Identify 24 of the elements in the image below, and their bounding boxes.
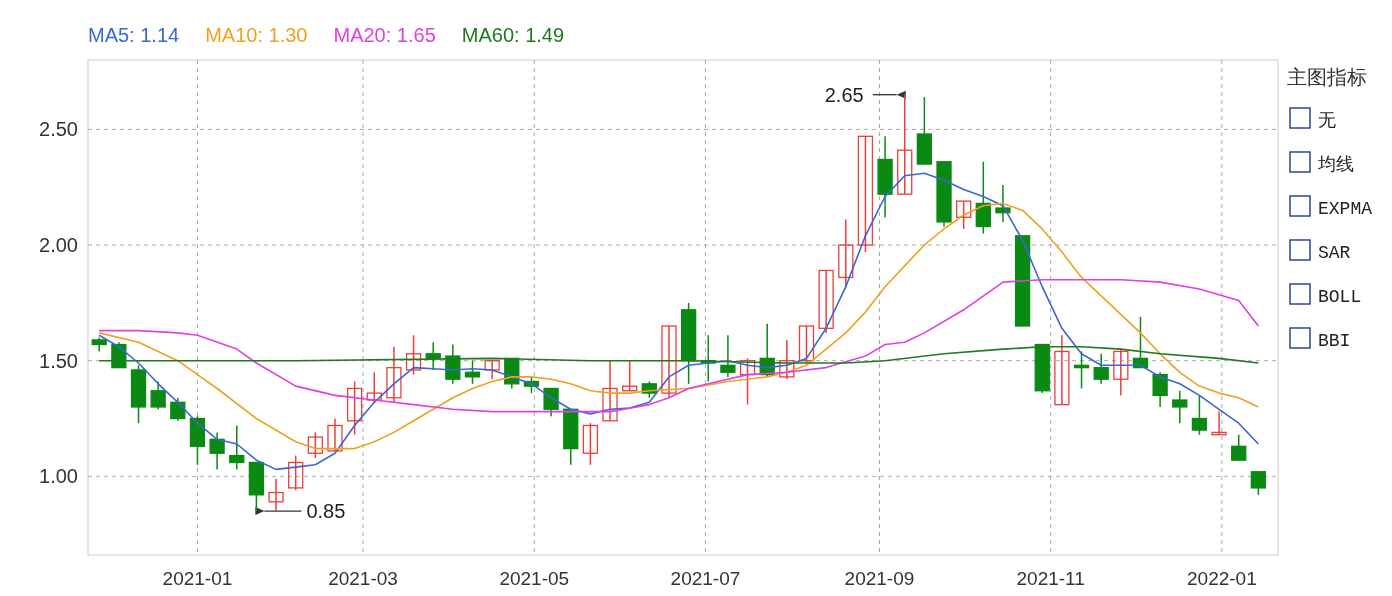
x-tick-label: 2022-01 [1187,568,1257,589]
text: MA5: 1.14 [88,24,180,46]
x-tick-label: 2021-07 [670,568,741,589]
text: 主图指标 [1287,66,1367,88]
x-tick-label: 2021-05 [499,568,570,589]
text: 无 [1318,111,1336,131]
text: MA20: 1.65 [333,24,436,46]
text: BBI [1318,331,1351,351]
x-tick-label: 2021-09 [844,568,915,589]
text: MA10: 1.30 [205,24,308,46]
text: MA60: 1.49 [461,24,565,46]
y-tick-label: 1.00 [39,465,78,488]
y-tick-label: 1.50 [39,349,78,372]
x-tick-label: 2021-11 [1016,568,1085,589]
x-tick-label: 2021-01 [162,568,233,589]
text: EXPMA [1318,199,1373,219]
text: BOLL [1318,287,1362,307]
y-tick-label: 2.00 [39,234,78,257]
y-tick-label: 2.50 [39,118,78,141]
annotation: 2.65 [824,83,864,106]
text: SAR [1318,243,1351,263]
annotation: 0.85 [306,500,346,523]
x-tick-label: 2021-03 [328,568,398,589]
text: 均线 [1317,155,1354,175]
